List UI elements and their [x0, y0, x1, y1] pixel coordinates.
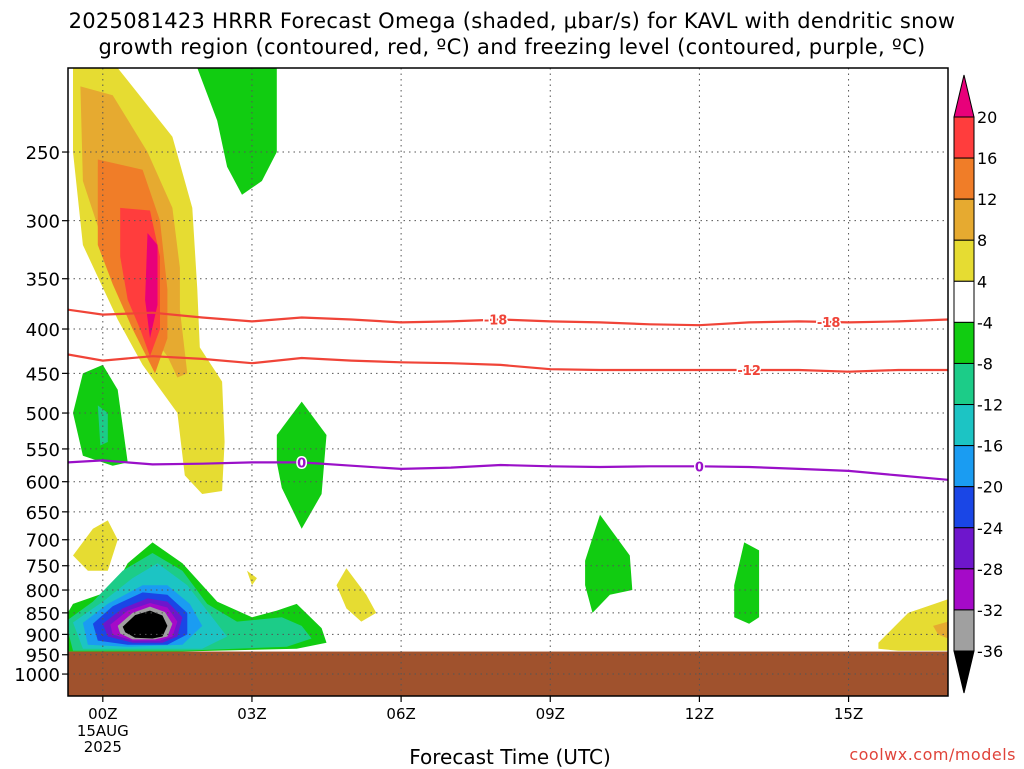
omega-region-9: [933, 621, 948, 639]
omega-region-8: [878, 599, 948, 651]
colorbar-swatch-10: [953, 527, 975, 570]
x-tick-label: 09Z: [536, 705, 565, 723]
axis-layer: 2503003504004505005506006507007508008509…: [14, 67, 949, 756]
colorbar-label: -36: [977, 642, 1003, 661]
colorbar-swatch-1: [953, 157, 975, 200]
credit-link[interactable]: coolwx.com/models: [849, 745, 1016, 764]
contour-label-2-1: 0: [695, 460, 704, 475]
y-tick-label: 700: [26, 531, 60, 552]
shaded-omega-layer: [68, 68, 948, 652]
x-tick-label: 06Z: [386, 705, 415, 723]
colorbar-label: -20: [977, 478, 1003, 497]
contour-layer: -18 -18 -12 0 0: [68, 308, 948, 481]
colorbar-top-arrow: [953, 74, 975, 118]
colorbar-label: -8: [977, 354, 993, 373]
omega-region-10: [197, 68, 277, 195]
y-tick-label: 950: [26, 646, 60, 667]
colorbar-swatch-9: [953, 486, 975, 529]
colorbar-label: 20: [977, 108, 997, 127]
colorbar-swatch-5: [953, 321, 975, 364]
y-tick-label: 500: [26, 404, 60, 425]
colorbar-swatch-12: [953, 609, 975, 652]
omega-region-6: [247, 570, 257, 586]
y-tick-label: 550: [26, 440, 60, 461]
colorbar-label: 16: [977, 149, 997, 168]
y-tick-label: 800: [26, 581, 60, 602]
y-tick-label: 450: [26, 364, 60, 385]
dendritic-contour-0: [68, 308, 948, 327]
colorbar-swatch-11: [953, 568, 975, 611]
omega-region-13: [276, 401, 327, 529]
colorbar-label: -32: [977, 601, 1003, 620]
chart-title-line-1: 2025081423 HRRR Forecast Omega (shaded, …: [68, 9, 956, 33]
contour-label-0-0: -18: [484, 314, 508, 329]
plot-frame: [67, 67, 949, 697]
omega-region-7: [336, 568, 377, 622]
colorbar-swatch-6: [953, 362, 975, 406]
x-tick-label: 15Z: [834, 705, 863, 723]
omega-region-15: [734, 542, 760, 624]
omega-region-5: [73, 520, 118, 571]
colorbar-bottom-arrow: [953, 650, 975, 694]
x-tick-sublabel: 2025: [84, 738, 122, 756]
contour-label-0-1: -18: [817, 316, 841, 331]
y-tick-label: 600: [26, 473, 60, 494]
colorbar-label: 12: [977, 190, 997, 209]
colorbar-swatch-0: [953, 116, 975, 159]
colorbar-label: 8: [977, 231, 987, 250]
x-tick-label: 00Z: [88, 705, 117, 723]
colorbar-label: -12: [977, 396, 1003, 415]
dendritic-contour-1: [68, 353, 948, 373]
freezing-contour-2: [68, 459, 948, 481]
colorbar-swatch-3: [953, 239, 975, 282]
grid-layer: [68, 68, 948, 696]
y-tick-label: 850: [26, 604, 60, 625]
y-tick-label: 250: [26, 143, 60, 164]
y-tick-label: 900: [26, 625, 60, 646]
x-tick-label: 03Z: [237, 705, 266, 723]
colorbar-swatch-4: [953, 280, 975, 323]
colorbar-swatch-8: [953, 445, 975, 488]
y-tick-label: 300: [26, 212, 60, 233]
omega-region-24: [122, 610, 168, 639]
colorbar-label: -24: [977, 519, 1003, 538]
contour-label-1-0: -12: [737, 364, 761, 379]
omega-region-12: [97, 405, 108, 446]
contour-label-2-0: 0: [297, 456, 306, 471]
y-tick-label: 400: [26, 320, 60, 341]
y-tick-label: 1000: [14, 665, 60, 686]
y-tick-label: 750: [26, 557, 60, 578]
x-tick-label: 12Z: [685, 705, 714, 723]
colorbar-swatch-2: [953, 198, 975, 241]
colorbar-label: -4: [977, 313, 993, 332]
omega-region-14: [585, 514, 633, 613]
y-tick-label: 350: [26, 270, 60, 291]
chart-title-line-2: growth region (contoured, red, ºC) and f…: [98, 35, 926, 59]
x-tick-sublabel: 15AUG: [77, 722, 129, 740]
colorbar-label: -28: [977, 560, 1003, 579]
colorbar-legend: 20 16 12 8 4 -4 -8 -12 -16 -20 -24 -28 -32 -36: [953, 74, 1003, 694]
colorbar-label: -16: [977, 437, 1003, 456]
colorbar-swatch-7: [953, 404, 975, 447]
y-tick-label: 650: [26, 503, 60, 524]
colorbar-label: 4: [977, 272, 987, 291]
x-axis-label: Forecast Time (UTC): [409, 745, 611, 769]
